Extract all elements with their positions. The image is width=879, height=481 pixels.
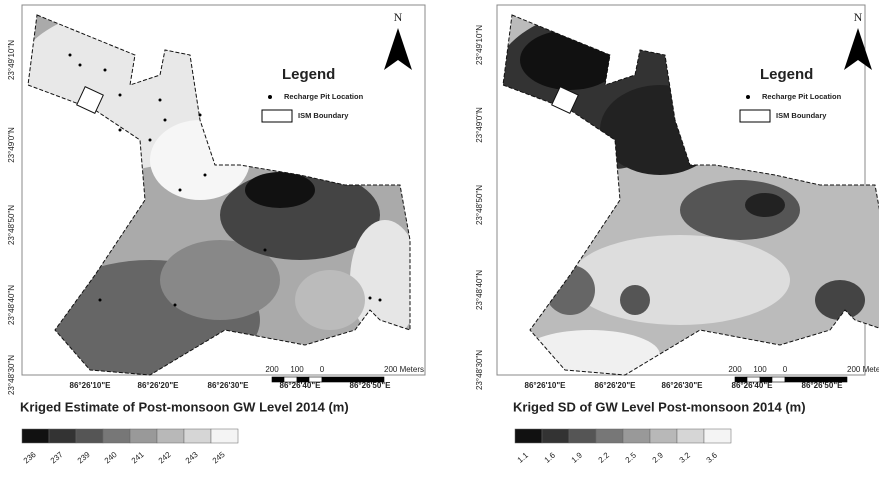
scale-label: 100 (290, 365, 304, 374)
class-label: 243 (184, 450, 200, 466)
legend-item: Recharge Pit Location (284, 92, 364, 101)
latitude-label: 23°49'10"N (475, 25, 484, 65)
map-right (470, 0, 879, 400)
class-label: 2.5 (624, 450, 639, 464)
scale-segment (772, 377, 785, 382)
longitude-label: 86°26'10"E (70, 381, 112, 390)
scale-label: 200 (728, 365, 742, 374)
class-swatch (103, 429, 130, 443)
class-swatch (130, 429, 157, 443)
legend-boundary-symbol (262, 110, 292, 122)
class-swatch (211, 429, 238, 443)
class-swatch (623, 429, 650, 443)
legend-item: Recharge Pit Location (762, 92, 842, 101)
class-label: 1.6 (543, 450, 558, 464)
scale-segment (297, 377, 309, 382)
class-swatch (76, 429, 103, 443)
class-swatch (515, 429, 542, 443)
class-swatch (650, 429, 677, 443)
legend-item: ISM Boundary (298, 111, 349, 120)
latitude-label: 23°48'50"N (7, 205, 16, 245)
map-title: Kriged SD of GW Level Post-monsoon 2014 … (513, 399, 806, 414)
longitude-label: 86°26'50"E (350, 381, 392, 390)
longitude-label: 86°26'50"E (802, 381, 844, 390)
latitude-label: 23°48'30"N (475, 350, 484, 390)
scale-segment (747, 377, 760, 382)
scale-label: 200 Meters (384, 365, 424, 374)
scale-segment (735, 377, 747, 382)
legend-pit-symbol (746, 95, 750, 99)
legend-title: Legend (282, 66, 335, 83)
north-label: N (394, 10, 403, 24)
class-label: 2.9 (651, 450, 666, 464)
class-swatch (596, 429, 623, 443)
class-label: 3.2 (678, 450, 693, 464)
class-label: 245 (211, 450, 227, 466)
class-swatch (704, 429, 731, 443)
class-swatch (22, 429, 49, 443)
class-label: 242 (157, 450, 173, 466)
longitude-label: 86°26'20"E (595, 381, 637, 390)
class-label: 1.1 (516, 450, 531, 464)
class-label: 3.6 (705, 450, 720, 464)
longitude-label: 86°26'40"E (732, 381, 774, 390)
scale-label: 200 (265, 365, 279, 374)
scale-label: 200 Meters (847, 365, 879, 374)
class-swatch (542, 429, 569, 443)
latitude-label: 23°49'0"N (475, 107, 484, 143)
north-label: N (854, 10, 863, 24)
scale-segment (785, 377, 847, 382)
scale-label: 100 (753, 365, 767, 374)
class-label: 240 (103, 450, 119, 466)
legend-boundary-symbol (740, 110, 770, 122)
longitude-label: 86°26'30"E (662, 381, 704, 390)
class-label: 2.2 (597, 450, 612, 464)
class-label: 236 (22, 450, 38, 466)
latitude-label: 23°49'0"N (7, 127, 16, 163)
class-label: 1.9 (570, 450, 585, 464)
latitude-label: 23°48'30"N (7, 355, 16, 395)
figure: 23°49'10"N 23°49'0"N 23°48'50"N 23°48'40"N 2… (0, 0, 879, 476)
map-left (0, 0, 430, 400)
longitude-label: 86°26'20"E (138, 381, 180, 390)
map-title: Kriged Estimate of Post-monsoon GW Level… (20, 399, 349, 414)
class-label: 239 (76, 450, 92, 466)
class-label: 241 (130, 450, 146, 466)
legend-title: Legend (760, 66, 813, 83)
legend-pit-symbol (268, 95, 272, 99)
scale-label: 0 (320, 365, 325, 374)
class-label: 237 (49, 450, 65, 466)
scale-segment (284, 377, 297, 382)
class-swatch (157, 429, 184, 443)
longitude-label: 86°26'40"E (280, 381, 322, 390)
legend-item: ISM Boundary (776, 111, 827, 120)
scale-segment (272, 377, 284, 382)
class-swatch (49, 429, 76, 443)
scale-segment (760, 377, 772, 382)
latitude-label: 23°48'40"N (475, 270, 484, 310)
scale-segment (322, 377, 384, 382)
latitude-label: 23°48'40"N (7, 285, 16, 325)
scale-segment (309, 377, 322, 382)
latitude-label: 23°49'10"N (7, 40, 16, 80)
class-swatch (184, 429, 211, 443)
longitude-label: 86°26'10"E (525, 381, 567, 390)
class-swatch (677, 429, 704, 443)
scale-label: 0 (783, 365, 788, 374)
latitude-label: 23°48'50"N (475, 185, 484, 225)
longitude-label: 86°26'30"E (208, 381, 250, 390)
class-swatch (569, 429, 596, 443)
